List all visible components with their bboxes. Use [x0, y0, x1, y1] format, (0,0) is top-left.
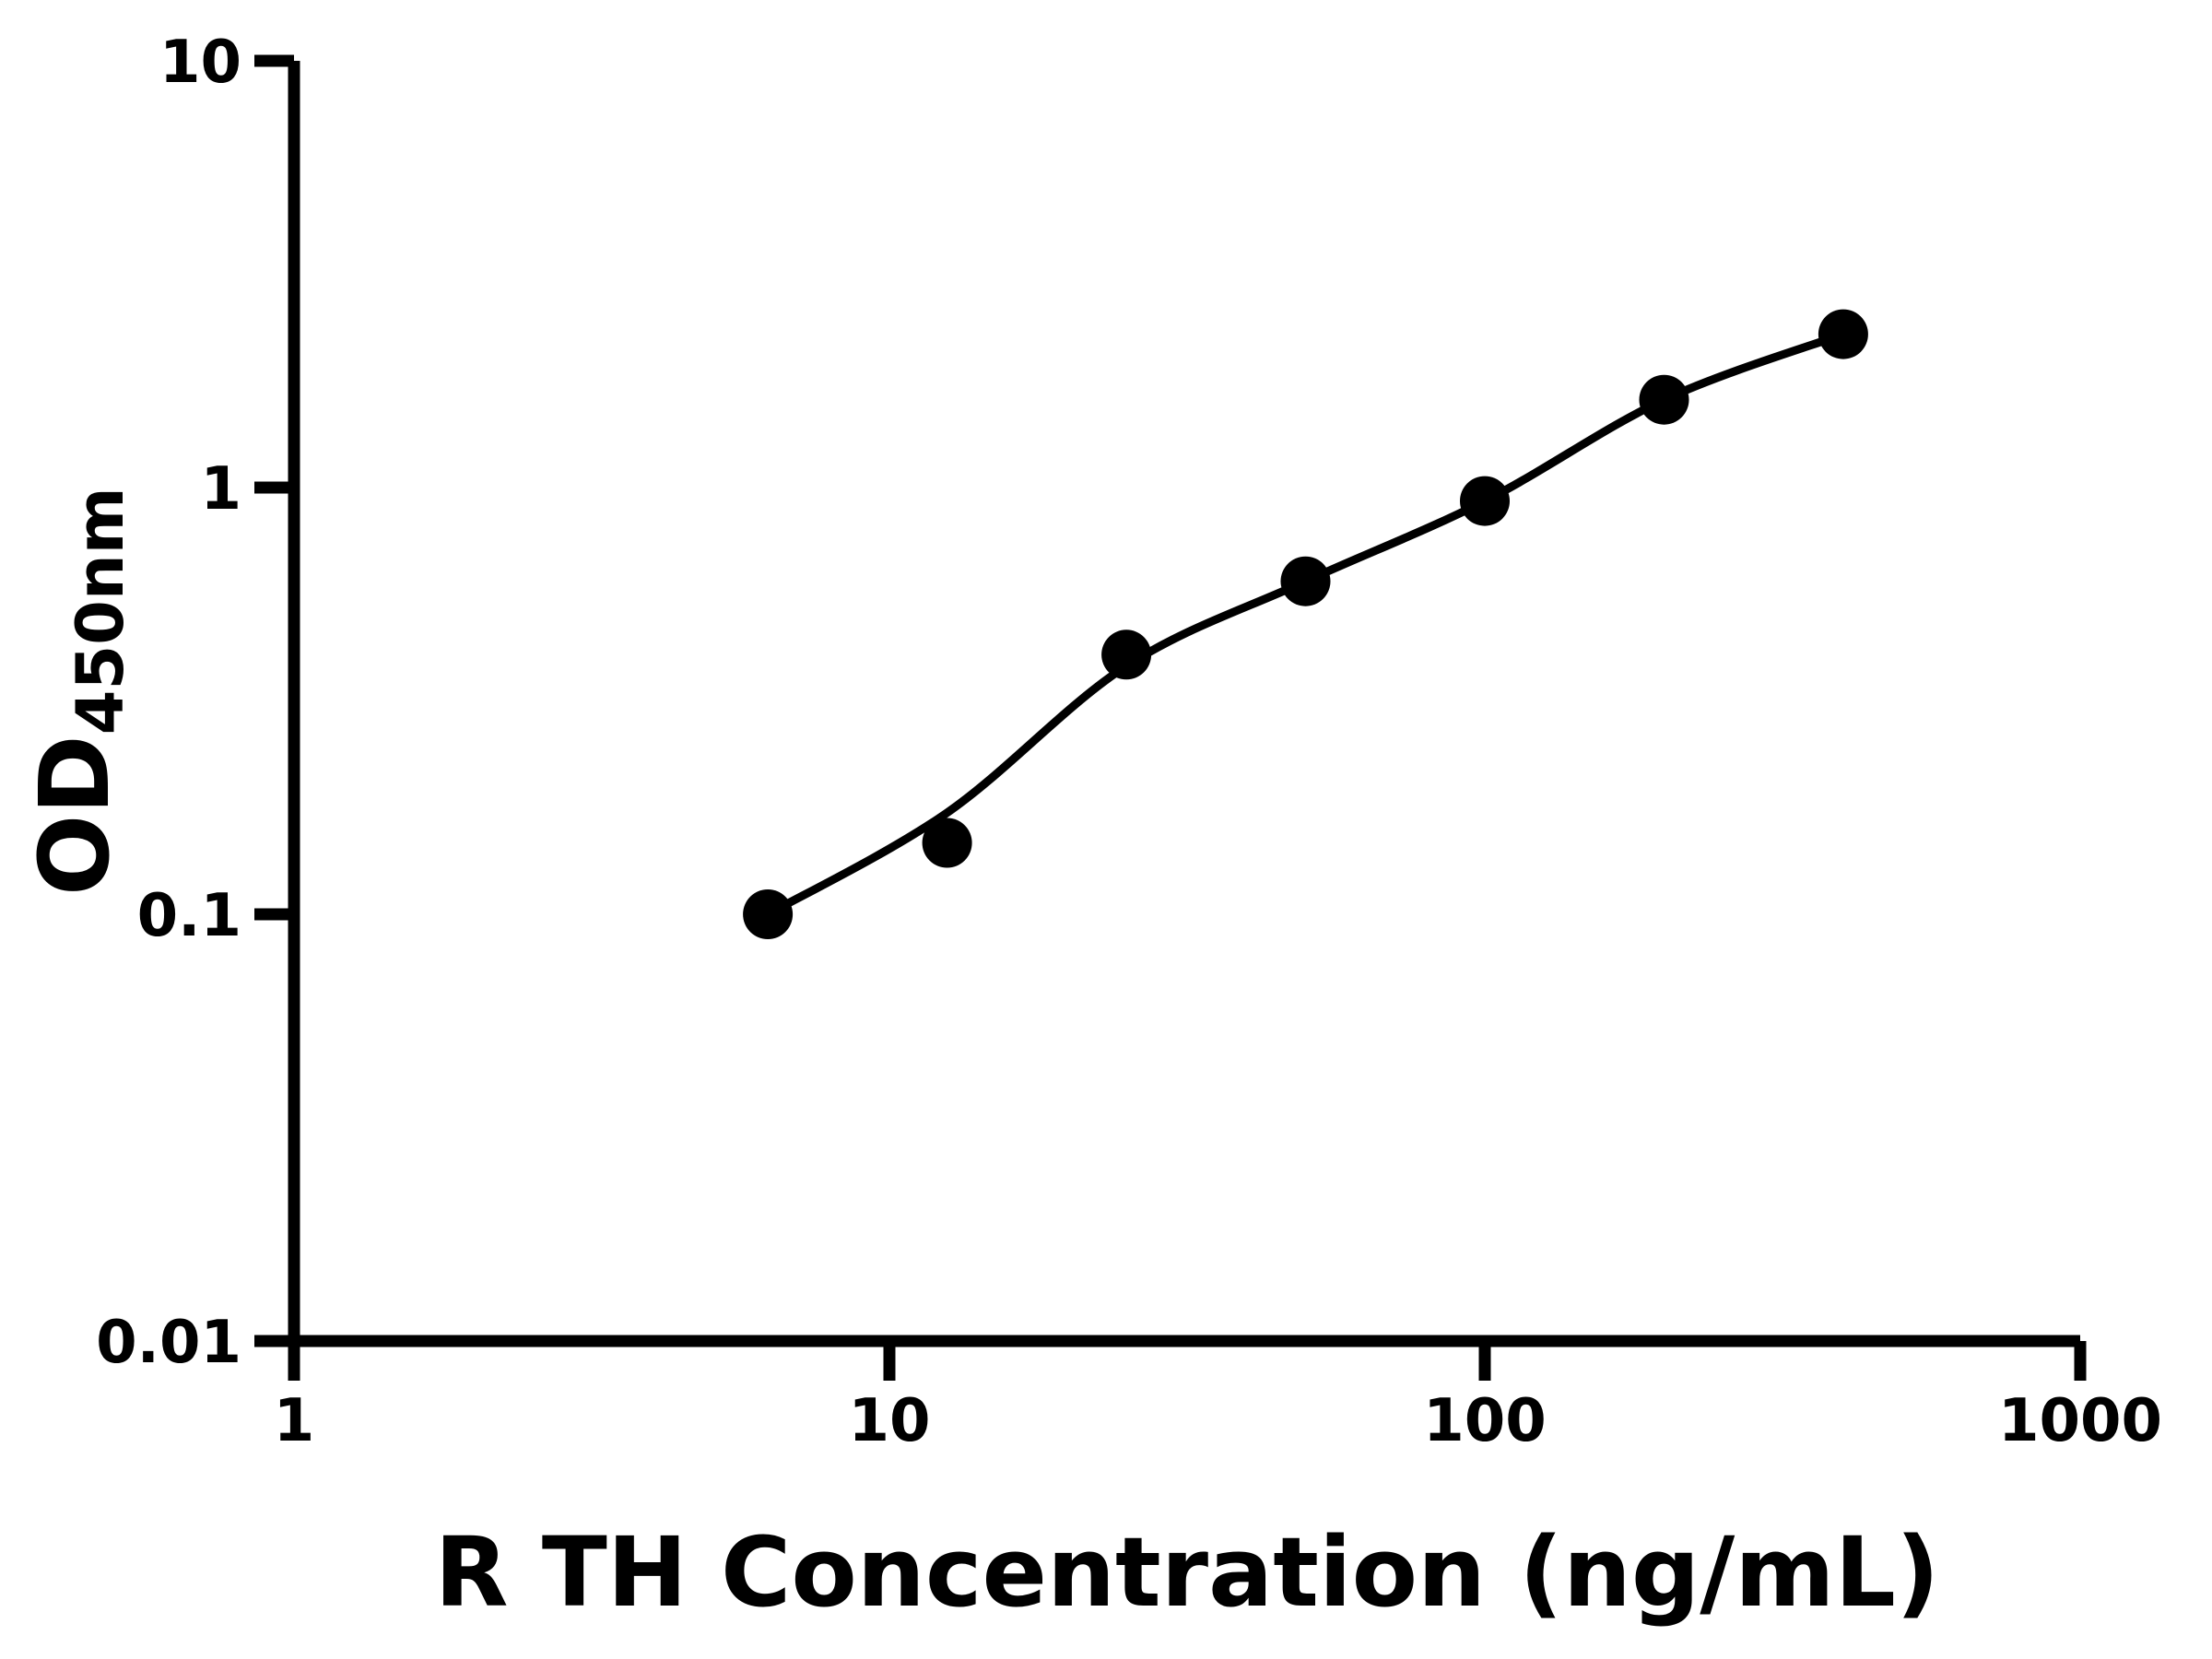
x-tick-label: 1	[274, 1387, 315, 1455]
y-axis-title-main: OD	[18, 735, 131, 896]
data-point	[1818, 309, 1868, 359]
y-tick-label: 1	[200, 455, 241, 524]
axis-ticks	[254, 54, 2087, 1381]
data-point	[922, 818, 972, 868]
data-point	[1101, 629, 1152, 680]
data-point	[1639, 374, 1689, 425]
y-tick-label: 0.01	[96, 1309, 241, 1377]
x-tick-label: 10	[848, 1387, 930, 1455]
data-point	[1460, 476, 1510, 526]
data-points	[743, 309, 1868, 939]
axes	[288, 61, 2080, 1347]
axis-spines	[288, 61, 2080, 1347]
x-tick-label: 100	[1423, 1387, 1547, 1455]
y-axis-title-subscript: 450nm	[63, 487, 138, 735]
data-point	[743, 889, 794, 939]
x-axis-title: R TH Concentration (ng/mL)	[435, 1516, 1940, 1629]
y-tick-label: 10	[159, 29, 241, 97]
tick-labels: 10 1 0.1 0.01 1 10 100 1000	[96, 29, 2162, 1455]
y-axis-title: OD450nm	[18, 487, 138, 896]
y-tick-label: 0.1	[137, 882, 241, 950]
x-tick-label: 1000	[1998, 1387, 2162, 1455]
data-point	[1280, 556, 1331, 606]
